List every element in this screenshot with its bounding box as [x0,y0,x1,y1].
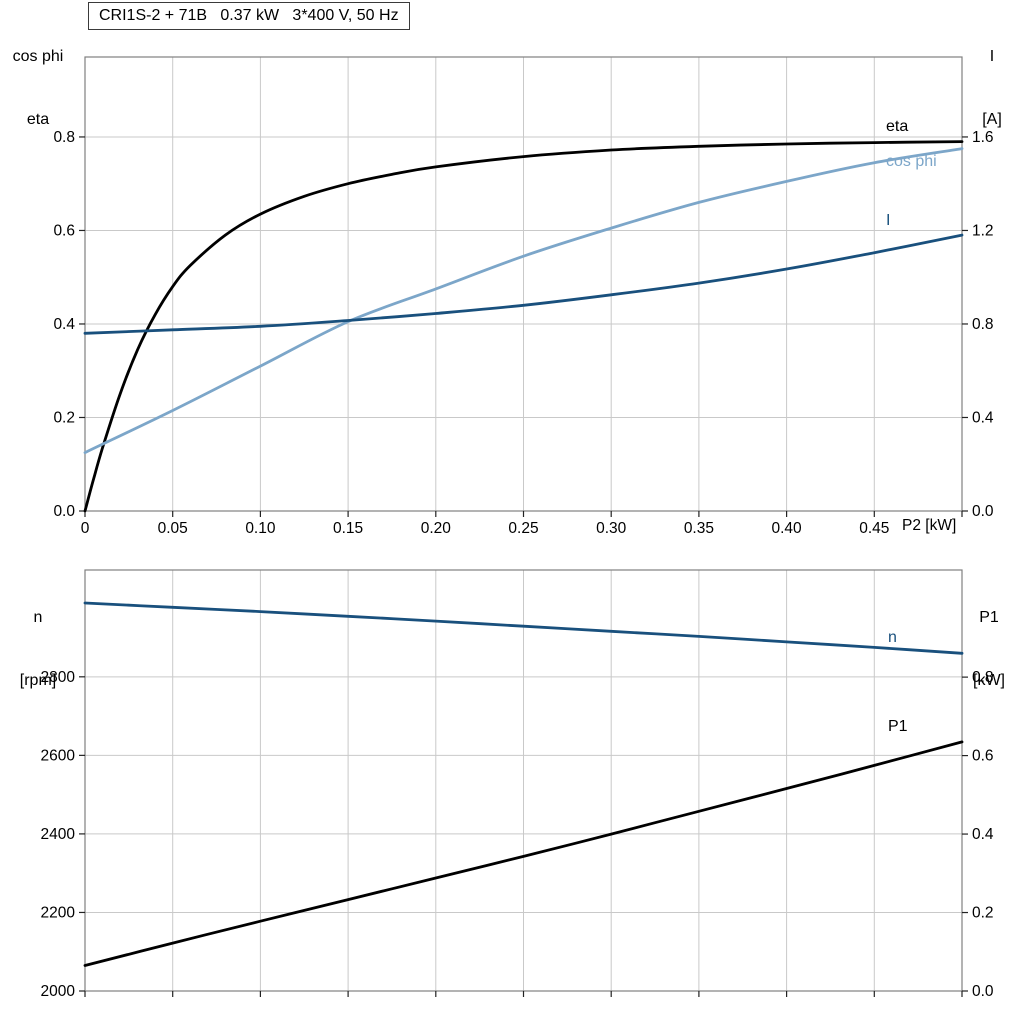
right-tick-label: 0.0 [972,983,994,1000]
right-tick-label: 0.8 [972,316,994,333]
top-chart-left-axis-title: cos phi eta [2,4,74,172]
curve-label-I: I [886,212,890,229]
bottom-chart-right-axis-title: P1 [kW] [958,565,1020,733]
chart-0-tick-labels: 0.0 0.2 0.4 0.6 0.8 0.0 0.4 0.8 1.2 1.6 0 0.05 0.10 0… [53,129,993,537]
left-axis-title-line1: n [33,609,43,626]
x-tick-label: 0.45 [859,520,889,537]
right-tick-label: 0.6 [972,748,994,765]
x-tick-label: 0 [81,520,90,537]
left-tick-label: 2800 [41,669,76,686]
x-tick-label: 0.40 [772,520,803,537]
right-axis-title-line1: I [989,48,995,65]
x-tick-label: 0.30 [596,520,627,537]
x-tick-label: 0.35 [684,520,714,537]
right-axis-title-line2: [A] [982,111,1002,128]
x-tick-label: 0.10 [245,520,276,537]
left-tick-label: 2400 [41,826,76,843]
left-tick-label: 0.6 [53,222,75,239]
left-tick-label: 0.0 [53,503,75,520]
chart-title-box: CRI1S-2 + 71B 0.37 kW 3*400 V, 50 Hz [88,2,410,30]
left-tick-label: 2000 [41,983,76,1000]
right-axis-title-line2: [kW] [973,672,1005,689]
curve-label-cos-phi: cos phi [886,153,937,170]
curve-P1 [83,740,964,967]
chart-0: 0.0 0.2 0.4 0.6 0.8 0.0 0.4 0.8 1.2 1.6 0 0.05 0.10 0… [53,56,994,537]
right-tick-label: 0.8 [972,669,994,686]
left-tick-label: 0.8 [53,129,75,146]
left-tick-label: 0.4 [53,316,75,333]
right-tick-label: 1.6 [972,129,994,146]
right-axis-title-line1: P1 [979,609,999,626]
curve-label-eta: eta [886,118,908,135]
top-chart-x-axis-title: P2 [kW] [902,517,957,534]
x-tick-label: 0.20 [421,520,452,537]
right-tick-label: 0.0 [972,503,994,520]
left-axis-title-line2: eta [26,111,50,128]
chart-1-ticks [79,676,968,997]
right-tick-label: 0.2 [972,905,994,922]
left-axis-title-line1: cos phi [12,48,64,65]
curve-eta [83,140,964,513]
curve-I [83,233,964,335]
top-chart-right-axis-title: I [A] [964,4,1020,172]
x-tick-label: 0.25 [508,520,538,537]
curve-label-n: n [888,629,897,646]
chart-1: 2000 2200 2400 2600 2800 0.0 0.2 0.4 0.6 0.8 n P1 [41,569,994,1000]
bottom-chart-left-axis-title: n [rpm] [2,565,74,733]
right-tick-label: 0.4 [972,826,994,843]
curve-label-P1: P1 [888,718,908,735]
right-tick-label: 1.2 [972,222,994,239]
curve-cos-phi [83,147,964,454]
x-tick-label: 0.05 [158,520,188,537]
right-tick-label: 0.4 [972,409,994,426]
left-tick-label: 2600 [41,747,76,764]
curve-n [83,601,964,655]
chart-0-grid [84,57,962,512]
left-tick-label: 2200 [41,904,76,921]
x-tick-label: 0.15 [333,520,363,537]
chart-1-tick-labels: 2000 2200 2400 2600 2800 0.0 0.2 0.4 0.6 0.8 [41,669,994,1000]
chart-1-grid [84,570,962,992]
left-axis-title-line2: [rpm] [19,672,57,689]
left-tick-label: 0.2 [53,409,75,426]
